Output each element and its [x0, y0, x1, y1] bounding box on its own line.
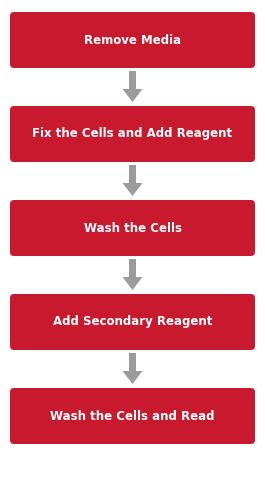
Polygon shape — [122, 71, 143, 102]
FancyBboxPatch shape — [10, 200, 255, 256]
Polygon shape — [122, 259, 143, 290]
FancyBboxPatch shape — [10, 294, 255, 350]
Text: Fix the Cells and Add Reagent: Fix the Cells and Add Reagent — [32, 128, 233, 141]
Text: Wash the Cells and Read: Wash the Cells and Read — [50, 409, 215, 422]
FancyBboxPatch shape — [10, 12, 255, 68]
Polygon shape — [122, 353, 143, 384]
Text: Remove Media: Remove Media — [84, 34, 181, 47]
Polygon shape — [122, 165, 143, 196]
FancyBboxPatch shape — [10, 106, 255, 162]
Text: Wash the Cells: Wash the Cells — [83, 221, 182, 235]
Text: Add Secondary Reagent: Add Secondary Reagent — [53, 315, 212, 328]
FancyBboxPatch shape — [10, 388, 255, 444]
